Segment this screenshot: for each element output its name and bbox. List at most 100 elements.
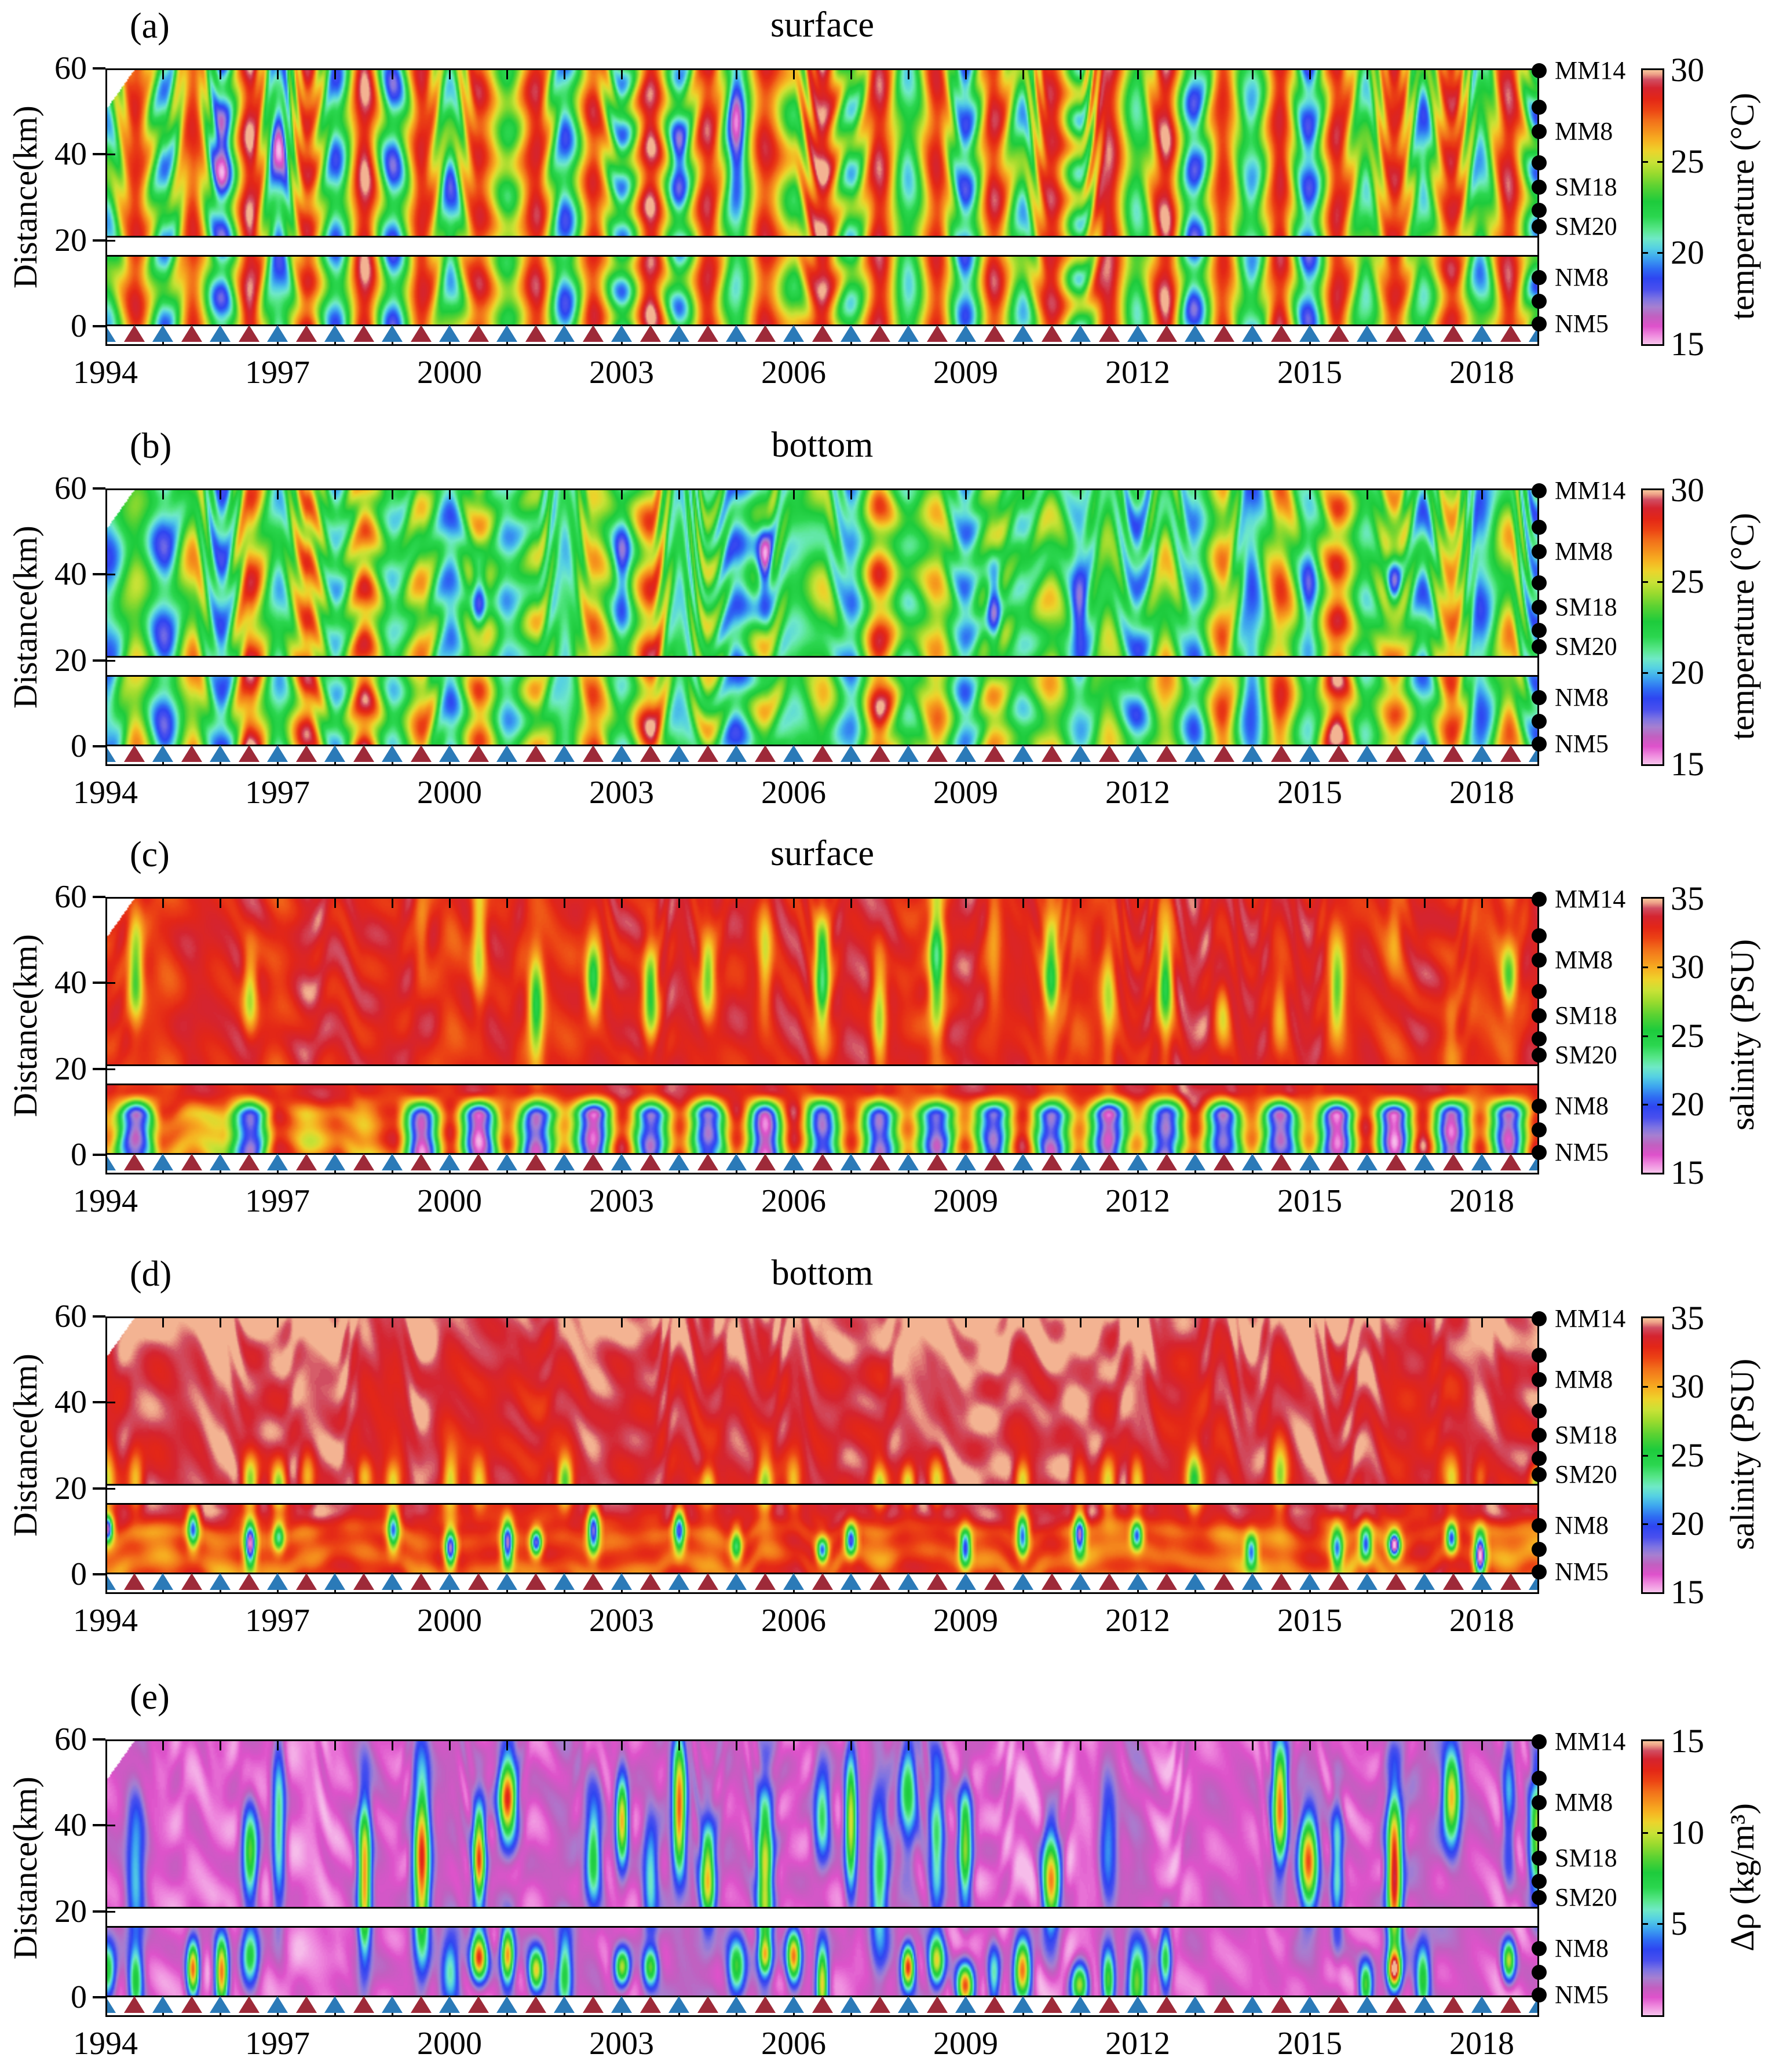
survey-triangle-marker [496, 745, 517, 762]
survey-triangle-marker [525, 325, 546, 342]
survey-triangle-marker [783, 745, 804, 762]
y-axis-tick-label: 40 [54, 556, 87, 592]
station-dot [1532, 1348, 1547, 1363]
x-axis-minor-tick-top [850, 490, 852, 499]
survey-triangle-marker [353, 745, 374, 762]
survey-triangle-marker [181, 1996, 202, 2013]
colorbar-tick [1643, 672, 1648, 674]
station-dot [1532, 1874, 1547, 1889]
survey-triangle-marker [1385, 325, 1406, 342]
station-label: MM8 [1555, 946, 1613, 974]
survey-triangle-marker [324, 325, 345, 342]
colorbar-tick-label: 25 [1671, 1436, 1704, 1474]
survey-triangle-marker [1471, 1154, 1492, 1170]
panel-title: surface [770, 5, 874, 45]
station-dot [1532, 124, 1547, 139]
survey-triangle-marker [582, 745, 604, 762]
band-gap-top-line [107, 1907, 1537, 1909]
x-axis-tick-label: 2012 [1105, 1183, 1170, 1219]
survey-triangle-marker [210, 325, 231, 342]
survey-triangle-marker [1357, 1154, 1378, 1170]
colorbar-tick [1657, 1455, 1663, 1457]
survey-triangle-marker [1070, 1154, 1091, 1170]
x-axis-minor-tick-top [564, 1318, 565, 1327]
survey-triangle-marker [812, 1154, 833, 1170]
panel-b: (b) bottom Distance(km) temperature (°C)… [0, 0, 1772, 809]
x-axis-minor-tick-top [1137, 1318, 1139, 1327]
survey-triangle-marker [295, 1996, 317, 2013]
x-axis-minor-tick-top [1481, 490, 1483, 499]
survey-triangle-marker [955, 745, 976, 762]
station-label: NM5 [1555, 1138, 1609, 1166]
survey-triangle-marker [841, 325, 861, 342]
survey-triangle-marker [869, 745, 890, 762]
y-axis-tick-label: 40 [54, 1384, 87, 1420]
x-axis-minor-tick-top [1367, 899, 1368, 908]
x-axis-minor-tick-top [1080, 1318, 1082, 1327]
survey-triangle-marker [1328, 1154, 1349, 1170]
station-label: NM5 [1555, 1980, 1609, 2009]
band-gap-bottom-line [107, 675, 1537, 677]
station-label: SM18 [1555, 593, 1617, 621]
x-axis-tick-label: 2000 [417, 1603, 482, 1639]
x-axis-tick-label: 2018 [1449, 355, 1514, 391]
survey-triangle-marker [640, 1996, 661, 2013]
x-axis-minor-tick-top [793, 899, 795, 908]
survey-triangle-marker [1156, 325, 1177, 342]
x-axis-minor-tick-top [1252, 1741, 1254, 1750]
survey-triangle-marker [267, 745, 288, 762]
survey-triangle-marker [295, 745, 317, 762]
x-axis-minor-tick-top [334, 1741, 336, 1750]
station-label: SM20 [1555, 632, 1617, 661]
survey-triangle-marker [152, 1154, 173, 1170]
heatmap-upper-canvas [107, 899, 1537, 1064]
survey-triangle-marker [467, 745, 489, 762]
x-axis-tick-label: 2015 [1277, 775, 1342, 811]
survey-triangle-marker [525, 745, 546, 762]
survey-triangle-marker [640, 325, 661, 342]
x-axis-minor-tick-top [1194, 490, 1196, 499]
station-dot [1532, 928, 1547, 943]
survey-triangle-marker [152, 325, 173, 342]
x-axis-tick-label: 2003 [589, 775, 654, 811]
y-axis-tick-label: 0 [71, 1556, 87, 1592]
survey-triangle-marker [955, 1154, 976, 1170]
colorbar-unit-label: temperature (°C) [1723, 513, 1761, 740]
y-axis-inner-tick [107, 240, 115, 242]
colorbar-tick-label: 5 [1671, 1905, 1687, 1942]
survey-triangle-marker [152, 1573, 173, 1590]
x-axis-minor-tick-top [564, 70, 565, 79]
station-label: SM20 [1555, 212, 1617, 240]
x-axis-minor-tick-top [965, 490, 967, 499]
panel-d: (d) bottom Distance(km) salinity (PSU) 6… [0, 0, 1772, 1637]
x-axis-tick-label: 1994 [73, 1183, 138, 1219]
x-axis-tick-label: 2003 [589, 2026, 654, 2062]
heatmap-upper-canvas [107, 1318, 1537, 1484]
survey-triangle-marker [1500, 1154, 1521, 1170]
survey-triangle-marker [554, 1573, 575, 1590]
survey-triangle-marker [582, 1154, 604, 1170]
y-axis-inner-tick [107, 1911, 115, 1913]
colorbar-tick-label: 30 [1671, 948, 1704, 986]
survey-triangle-marker [1185, 1573, 1205, 1590]
x-axis-minor-tick-top [449, 1741, 451, 1750]
survey-triangle-marker [984, 745, 1005, 762]
x-axis-minor-tick-top [277, 1318, 279, 1327]
survey-triangle-marker [697, 1996, 718, 2013]
station-dot [1532, 1403, 1547, 1418]
y-axis-tick-label: 20 [54, 222, 87, 258]
colorbar-tick-label: 25 [1671, 1017, 1704, 1055]
survey-triangle-marker [123, 1996, 145, 2013]
station-dot [1532, 575, 1547, 590]
band-gap-top-line [107, 1484, 1537, 1486]
station-label: MM8 [1555, 537, 1613, 566]
station-label: SM20 [1555, 1883, 1617, 1912]
survey-triangle-marker [611, 1154, 632, 1170]
survey-triangle-marker [1127, 325, 1148, 342]
x-axis-minor-tick-top [220, 1318, 221, 1327]
x-axis-minor-tick-top [1194, 1741, 1196, 1750]
x-axis-minor-tick-top [1022, 899, 1024, 908]
x-axis-minor-tick-top [1080, 1741, 1082, 1750]
colorbar-tick [1657, 581, 1663, 583]
colorbar-tick [1643, 1104, 1648, 1106]
